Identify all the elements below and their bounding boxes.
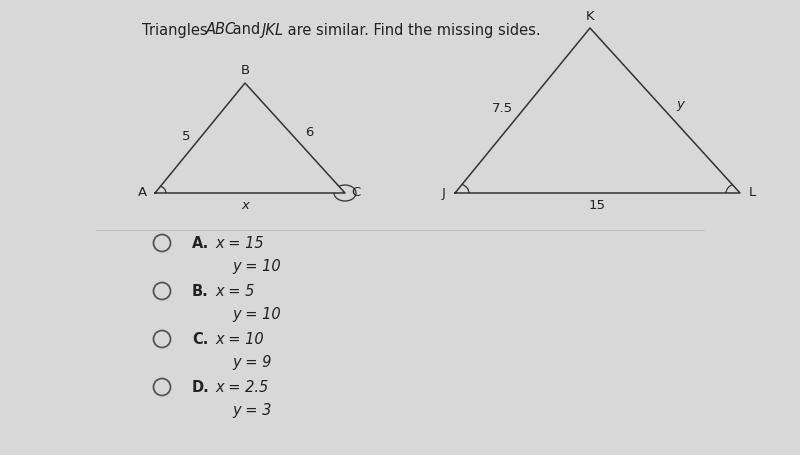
Text: y = 3: y = 3 — [232, 404, 271, 419]
Text: x = 10: x = 10 — [215, 332, 264, 347]
Text: JKL: JKL — [262, 22, 284, 37]
Text: B.: B. — [192, 283, 209, 298]
Text: C: C — [351, 187, 361, 199]
Text: ABC: ABC — [206, 22, 236, 37]
Text: y = 9: y = 9 — [232, 355, 271, 370]
Text: L: L — [748, 187, 756, 199]
Text: y: y — [676, 98, 684, 111]
Text: x: x — [241, 199, 249, 212]
Text: 15: 15 — [589, 199, 606, 212]
Text: 7.5: 7.5 — [492, 102, 513, 115]
Text: x = 5: x = 5 — [215, 283, 254, 298]
Text: J: J — [442, 187, 446, 201]
Text: are similar. Find the missing sides.: are similar. Find the missing sides. — [283, 22, 541, 37]
Text: K: K — [586, 10, 594, 22]
Text: x = 2.5: x = 2.5 — [215, 379, 268, 394]
Text: y = 10: y = 10 — [232, 308, 281, 323]
Text: 5: 5 — [182, 130, 190, 142]
Text: y = 10: y = 10 — [232, 259, 281, 274]
Text: 6: 6 — [305, 126, 313, 138]
Text: A.: A. — [192, 236, 210, 251]
Text: x = 15: x = 15 — [215, 236, 264, 251]
Text: B: B — [241, 65, 250, 77]
Text: A: A — [138, 186, 146, 198]
Text: Triangles: Triangles — [142, 22, 212, 37]
Text: D.: D. — [192, 379, 210, 394]
Text: and: and — [229, 22, 266, 37]
Text: C.: C. — [192, 332, 208, 347]
